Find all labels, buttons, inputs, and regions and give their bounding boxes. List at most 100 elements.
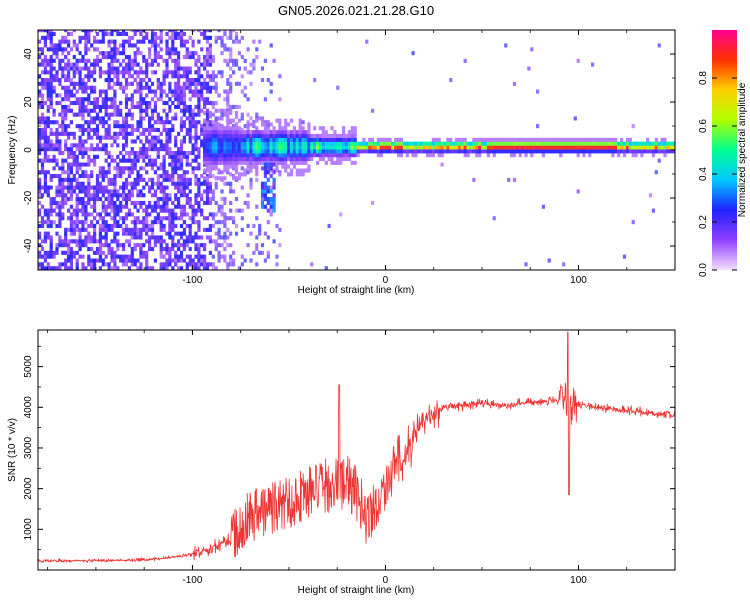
spectrogram-cell <box>52 197 56 202</box>
spectrogram-cell <box>191 124 195 129</box>
spectrogram-cell <box>188 120 192 125</box>
spectrogram-cell <box>260 122 265 127</box>
spectrogram-cell <box>61 166 65 171</box>
spectrogram-cell <box>145 93 149 98</box>
spectrogram-cell <box>660 145 664 150</box>
spectrogram-cell <box>122 204 126 209</box>
spectrogram-cell <box>553 141 557 146</box>
spectrogram-cell <box>69 66 73 71</box>
spectrogram-cell <box>46 170 50 175</box>
spectrogram-cell <box>81 116 85 121</box>
spectrogram-cell <box>67 93 71 98</box>
spectrogram-cell <box>156 139 160 144</box>
spectrogram-cell <box>104 89 108 94</box>
spectrogram-cell <box>504 145 508 150</box>
spectrogram-cell <box>46 70 50 75</box>
spectrogram-cell <box>475 141 479 146</box>
spectrogram-cell <box>553 137 557 142</box>
spectrogram-cell <box>411 141 415 146</box>
spectrogram-cell <box>122 147 126 152</box>
spectrogram-cell <box>229 58 233 63</box>
spectrogram-cell <box>223 216 227 221</box>
spectrogram-cell <box>301 137 305 142</box>
spectrogram-cell <box>263 157 267 162</box>
spectrogram-cell <box>127 158 131 163</box>
spectrogram-cell <box>72 39 76 44</box>
spectrogram-cell <box>182 74 186 79</box>
spectrogram-cell <box>43 35 47 40</box>
spectrogram-cell <box>301 149 305 154</box>
spectrogram-cell <box>200 62 204 67</box>
spectrogram-cell <box>150 162 155 167</box>
spectrogram-cell <box>205 126 210 131</box>
spectrogram-cell <box>625 149 629 154</box>
spectrogram-cell <box>301 133 305 138</box>
spectrogram-cell <box>130 131 134 136</box>
spectrogram-cell <box>87 120 91 125</box>
spectrogram-cell <box>255 160 259 165</box>
spectrogram-cell <box>365 149 369 154</box>
spectrogram-cell <box>67 216 71 221</box>
spectrogram-cell <box>460 141 464 146</box>
spectrogram-cell <box>122 166 126 171</box>
spectrogram-cell <box>116 108 120 113</box>
spectrogram-cell <box>174 170 178 175</box>
spectrogram-cell <box>200 181 204 186</box>
spectrogram-cell <box>289 145 294 150</box>
spectrogram-cell <box>81 170 85 175</box>
spectrogram-cell <box>342 145 346 150</box>
spectrogram-cell <box>136 154 140 159</box>
spectrogram-cell <box>130 212 134 217</box>
spectrogram-cell <box>124 231 129 236</box>
spectrogram-cell <box>171 127 175 132</box>
spectrogram-cell <box>84 227 88 232</box>
spectrogram-cell <box>156 81 160 86</box>
spectrogram-cell <box>145 127 149 132</box>
spectrogram-cell <box>104 147 108 152</box>
spectrogram-cell <box>611 149 615 154</box>
spectrogram-cell <box>408 145 412 150</box>
spectrogram-cell <box>165 62 169 67</box>
spectrogram-cell <box>185 162 189 167</box>
spectrogram-cell <box>440 162 444 167</box>
spectrogram-cell <box>142 101 146 106</box>
spectrogram-cell <box>301 120 305 125</box>
spectrogram-cell <box>122 135 126 140</box>
spectrogram-cell <box>55 131 59 136</box>
spectrogram-cell <box>223 145 227 150</box>
spectrogram-cell <box>107 85 111 90</box>
spectrogram-cell <box>243 160 247 165</box>
spectrogram-cell <box>428 149 433 154</box>
spectrogram-cell <box>194 235 198 240</box>
spectrogram-cell <box>625 137 629 142</box>
spectrogram-cell <box>234 176 239 181</box>
spectrogram-cell <box>162 247 166 252</box>
spectrogram-cell <box>49 47 53 52</box>
spectrogram-cell <box>130 81 134 86</box>
spectrogram-cell <box>113 189 117 194</box>
spectrogram-cell <box>197 193 201 198</box>
spectrogram-cell <box>182 112 186 117</box>
spectrogram-cell <box>229 89 233 94</box>
spectrogram-cell <box>631 145 635 150</box>
spectrogram-cell <box>246 141 250 146</box>
spectrogram-cell <box>55 55 59 60</box>
spectrogram-cell <box>550 149 554 154</box>
spectrogram-cell <box>194 62 198 67</box>
spectrogram-cell <box>133 58 137 63</box>
spectrogram-cell <box>205 112 210 117</box>
spectrogram-cell <box>119 166 123 171</box>
spectrogram-cell <box>90 247 94 252</box>
spectrogram-cell <box>107 200 111 205</box>
spectrogram-cell <box>159 47 163 52</box>
spectrogram-cell <box>122 254 126 259</box>
spectrogram-cell <box>263 193 267 198</box>
spectrogram-cell <box>217 204 221 209</box>
spectrogram-cell <box>78 143 82 148</box>
spectrogram-cell <box>220 112 224 117</box>
spectrogram-cell <box>174 181 178 186</box>
spectrogram-cell <box>255 164 259 169</box>
spectrogram-cell <box>58 266 62 270</box>
spectrogram-cell <box>64 97 68 102</box>
